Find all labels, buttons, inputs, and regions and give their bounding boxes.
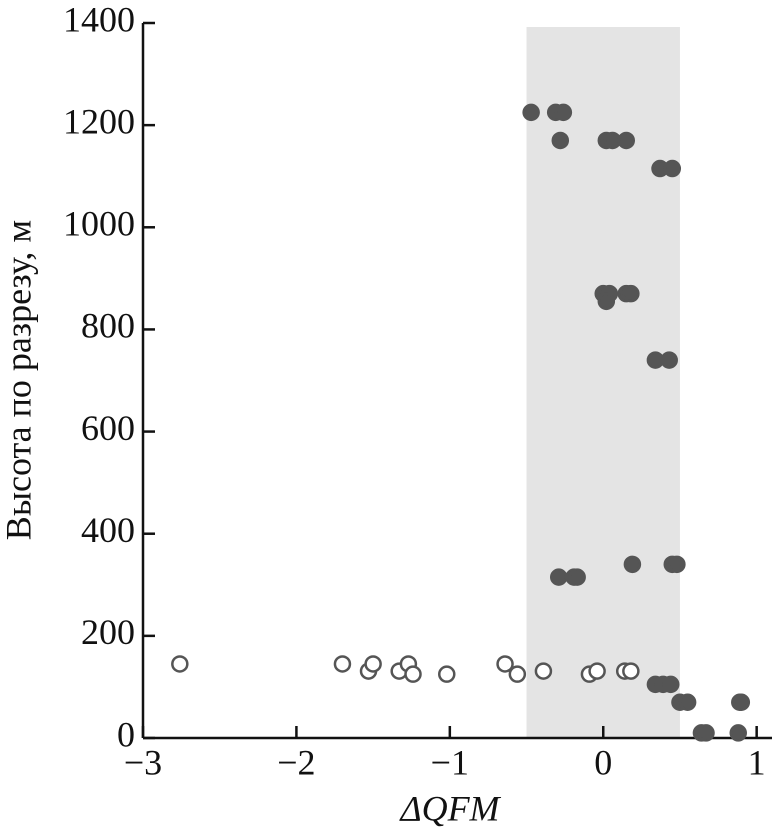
point bbox=[622, 662, 640, 680]
point bbox=[438, 665, 456, 683]
y-tick-label: 200 bbox=[81, 612, 135, 652]
point bbox=[554, 103, 573, 122]
point bbox=[588, 662, 606, 680]
point bbox=[508, 665, 527, 683]
x-tick-label: −2 bbox=[277, 742, 315, 782]
point bbox=[622, 284, 640, 303]
point bbox=[617, 131, 636, 150]
point bbox=[333, 655, 352, 673]
x-axis-label: ΔQFM bbox=[398, 788, 501, 828]
point bbox=[663, 159, 682, 178]
point bbox=[568, 568, 586, 586]
y-tick-label: 1400 bbox=[63, 0, 135, 39]
point bbox=[697, 724, 715, 742]
point bbox=[668, 555, 686, 574]
point bbox=[729, 724, 747, 742]
point bbox=[171, 655, 189, 673]
point bbox=[623, 555, 642, 574]
point bbox=[661, 675, 680, 694]
y-tick-label: 400 bbox=[81, 510, 135, 550]
y-tick-label: 800 bbox=[81, 306, 135, 346]
x-tick-label: 1 bbox=[748, 742, 766, 782]
x-tick-label: −1 bbox=[431, 742, 469, 782]
point bbox=[550, 568, 568, 586]
point bbox=[496, 655, 514, 673]
y-tick-label: 1200 bbox=[63, 101, 135, 141]
point bbox=[597, 292, 616, 311]
x-tick-label: 0 bbox=[594, 742, 612, 782]
x-tick-label: −3 bbox=[124, 742, 162, 782]
point bbox=[732, 693, 751, 711]
y-tick-label: 0 bbox=[117, 714, 135, 754]
y-tick-label: 1000 bbox=[63, 204, 135, 244]
point bbox=[660, 351, 678, 369]
point bbox=[404, 665, 422, 683]
point bbox=[678, 693, 697, 711]
point bbox=[522, 103, 540, 122]
point bbox=[534, 662, 553, 680]
y-axis-label: Высота по разрезу, м bbox=[0, 220, 38, 540]
point bbox=[551, 131, 570, 150]
point bbox=[364, 655, 382, 673]
y-tick-label: 600 bbox=[81, 408, 135, 448]
